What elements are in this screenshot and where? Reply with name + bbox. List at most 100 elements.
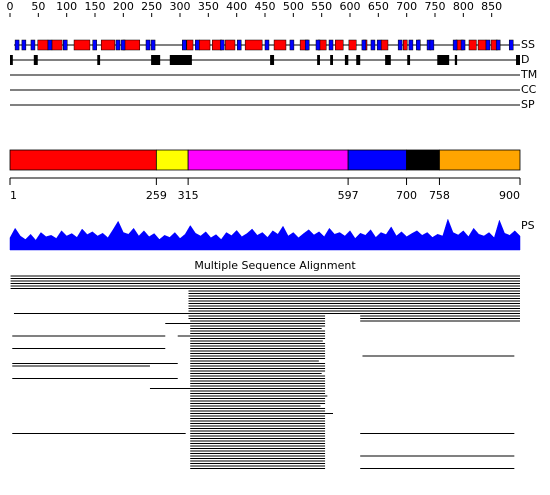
- boundary-label: 259: [146, 189, 167, 202]
- ruler-label: 0: [7, 0, 14, 13]
- disorder-region: [385, 55, 391, 65]
- disorder-region: [344, 55, 349, 65]
- ruler-label: 350: [198, 0, 219, 13]
- ruler-label: 800: [453, 0, 474, 13]
- domain: [155, 149, 189, 171]
- strand: [495, 39, 501, 51]
- strand: [416, 39, 421, 51]
- helix: [73, 39, 91, 51]
- helix: [100, 39, 116, 51]
- ruler-label: 650: [368, 0, 389, 13]
- ruler-label: 500: [283, 0, 304, 13]
- ruler-label: 150: [85, 0, 106, 13]
- disorder-region: [407, 55, 411, 65]
- sp-label: SP: [521, 98, 535, 111]
- disorder-region: [33, 55, 38, 65]
- strand: [328, 39, 334, 51]
- helix: [186, 39, 194, 51]
- strand: [370, 39, 376, 51]
- boundary-label: 1: [10, 189, 17, 202]
- helix: [51, 39, 63, 51]
- strand: [289, 39, 295, 51]
- boundary-label: 315: [178, 189, 199, 202]
- ruler-label: 750: [425, 0, 446, 13]
- ruler-label: 450: [255, 0, 276, 13]
- msa-title: Multiple Sequence Alignment: [194, 259, 356, 272]
- disorder-region: [169, 55, 192, 65]
- disorder-region: [10, 55, 13, 65]
- ruler-label: 100: [56, 0, 77, 13]
- boundary-label: 597: [338, 189, 359, 202]
- boundary-label: 900: [499, 189, 520, 202]
- cc-label: CC: [521, 83, 537, 96]
- ruler-label: 550: [311, 0, 332, 13]
- disorder-region: [454, 55, 458, 65]
- helix: [477, 39, 487, 51]
- ruler-label: 400: [226, 0, 247, 13]
- ruler-label: 700: [396, 0, 417, 13]
- strand: [120, 39, 126, 51]
- helix: [225, 39, 236, 51]
- disorder-region: [97, 55, 101, 65]
- strand: [219, 39, 225, 51]
- strand: [361, 39, 367, 51]
- helix: [244, 39, 263, 51]
- strand: [485, 39, 491, 51]
- ruler-label: 850: [481, 0, 502, 13]
- strand: [92, 39, 97, 51]
- strand: [30, 39, 36, 51]
- helix: [335, 39, 344, 51]
- ps-area: [9, 218, 521, 251]
- strand: [63, 39, 68, 51]
- strand: [508, 39, 514, 51]
- strand: [264, 39, 270, 51]
- domain: [439, 149, 521, 171]
- domain: [9, 149, 157, 171]
- helix: [380, 39, 389, 51]
- disorder-region: [270, 55, 275, 65]
- boundary-label: 700: [396, 189, 417, 202]
- helix: [468, 39, 477, 51]
- strand: [21, 39, 27, 51]
- disorder-label: D: [521, 53, 529, 66]
- ruler-label: 300: [170, 0, 191, 13]
- strand: [315, 39, 321, 51]
- tm-label: TM: [520, 68, 537, 81]
- strand: [304, 39, 310, 51]
- strand: [460, 39, 466, 51]
- strand: [47, 39, 53, 51]
- domain: [187, 149, 349, 171]
- domain: [406, 149, 440, 171]
- strand: [182, 39, 187, 51]
- strand: [14, 39, 20, 51]
- strand: [429, 39, 435, 51]
- strand: [408, 39, 414, 51]
- boundary-label: 758: [429, 189, 450, 202]
- ruler-label: 600: [340, 0, 361, 13]
- ruler-label: 200: [113, 0, 134, 13]
- disorder-region: [516, 55, 520, 65]
- strand: [397, 39, 403, 51]
- helix: [37, 39, 49, 51]
- strand: [195, 39, 200, 51]
- strand: [145, 39, 151, 51]
- ss-label: SS: [521, 38, 535, 51]
- helix: [403, 39, 408, 51]
- ruler-label: 50: [31, 0, 45, 13]
- helix: [348, 39, 357, 51]
- strand: [115, 39, 121, 51]
- disorder-region: [317, 55, 320, 65]
- strand: [236, 39, 242, 51]
- helix: [273, 39, 287, 51]
- disorder-region: [437, 55, 450, 65]
- ruler-label: 250: [141, 0, 162, 13]
- strand: [376, 39, 382, 51]
- domain: [347, 149, 407, 171]
- disorder-region: [330, 55, 333, 65]
- ps-label: PS: [521, 219, 535, 232]
- disorder-region: [151, 55, 161, 65]
- helix: [199, 39, 211, 51]
- helix: [122, 39, 141, 51]
- strand: [150, 39, 156, 51]
